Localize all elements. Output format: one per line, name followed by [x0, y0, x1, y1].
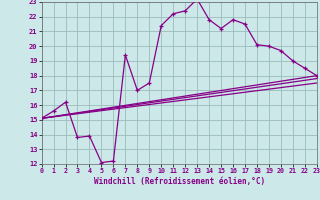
X-axis label: Windchill (Refroidissement éolien,°C): Windchill (Refroidissement éolien,°C) — [94, 177, 265, 186]
